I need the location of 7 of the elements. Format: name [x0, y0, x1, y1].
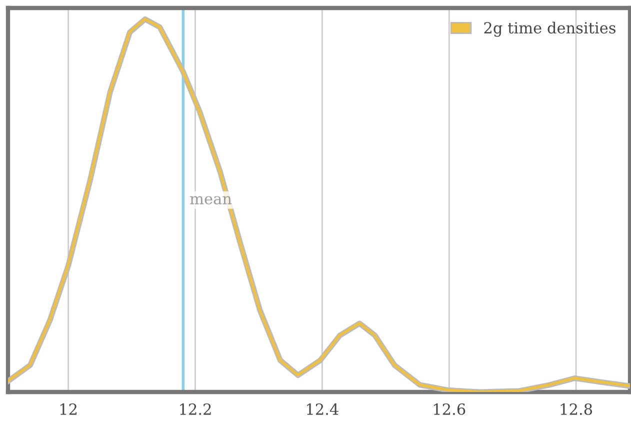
x-tick-label: 12.8 — [560, 403, 592, 415]
x-tick-label: 12.4 — [307, 403, 338, 415]
x-tick-label: 12.6 — [434, 403, 466, 415]
ref-line-label: mean — [190, 196, 232, 204]
legend-label: 2g time densities — [484, 22, 616, 37]
x-tick-label: 12 — [60, 403, 77, 415]
x-tick-label: 12.2 — [180, 403, 211, 415]
